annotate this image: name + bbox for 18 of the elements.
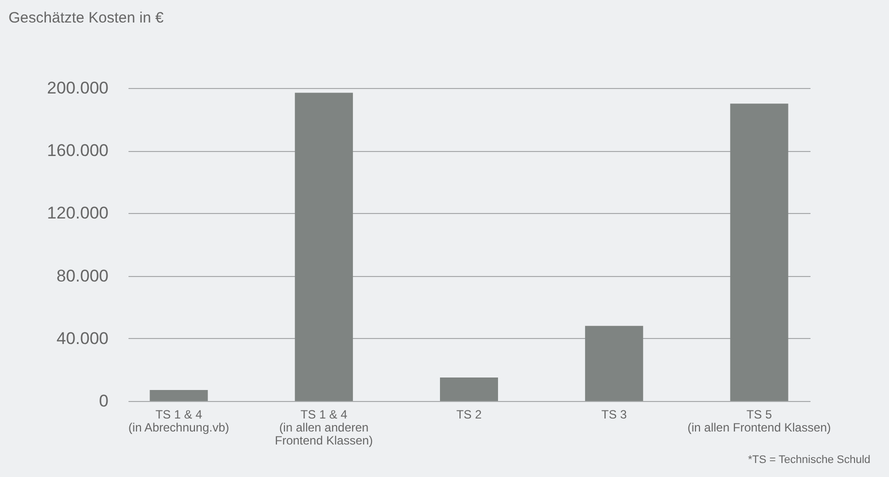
x-tick-label: TS 5 (in allen Frontend Klassen) [688,408,831,434]
bar [294,92,353,401]
bar [585,326,644,401]
y-tick-label: 120.000 [47,204,108,223]
x-tick-label: TS 1 & 4 (in allen anderen Frontend Klassen) [274,408,373,448]
x-tick-label: TS 2 [456,408,482,422]
y-tick-label: 40.000 [56,328,108,348]
text: *TS = Technische Schuld [748,454,870,466]
bar [440,378,498,401]
bar [150,390,208,401]
y-tick-label: 0 [99,392,108,410]
y-tick-label: 200.000 [47,78,108,98]
x-tick-label: TS 3 [601,408,628,422]
bar [730,104,788,401]
y-tick-label: 80.000 [56,266,108,286]
y-axis-title: Geschätzte Kosten in € [8,10,164,26]
x-tick-label: TS 1 & 4 (in Abrechnung.vb) [128,408,230,434]
y-tick-label: 160.000 [47,141,108,160]
